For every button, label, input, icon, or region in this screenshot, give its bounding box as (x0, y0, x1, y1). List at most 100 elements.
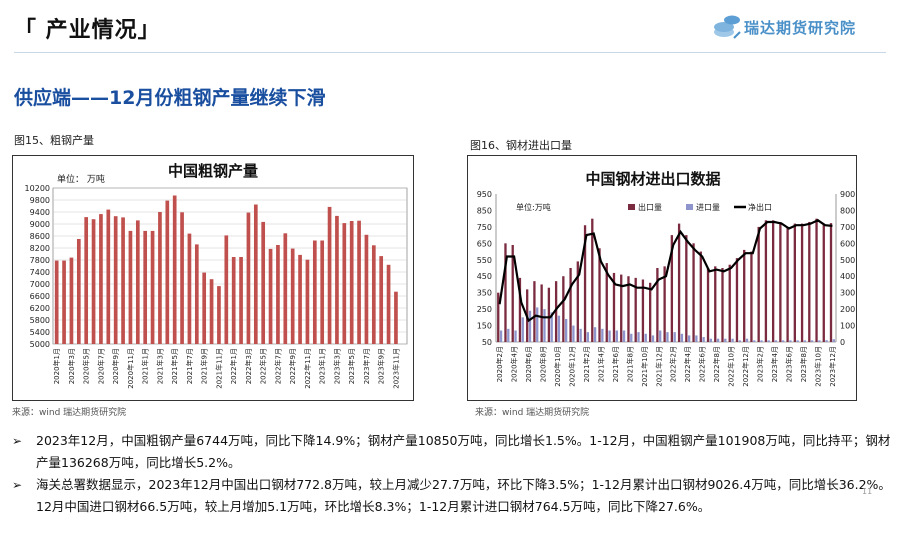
x-tick-label: 2020年1月 (52, 348, 61, 384)
import-bar (753, 340, 756, 342)
right-tick-label: 500 (840, 256, 855, 265)
legend-swatch (686, 204, 693, 210)
bar (54, 260, 59, 344)
bar (327, 206, 332, 344)
y-tick-label: 8600 (30, 232, 50, 241)
left-tick-label: 450 (477, 272, 492, 281)
import-bar (579, 328, 582, 342)
y-tick-label: 7800 (30, 256, 50, 265)
x-tick-label: 2020年4月 (510, 346, 519, 382)
export-bar (612, 272, 616, 342)
x-tick-label: 2020年11月 (126, 348, 135, 389)
y-tick-label: 9400 (30, 208, 50, 217)
import-bar (666, 332, 669, 342)
bar (143, 230, 148, 344)
x-tick-label: 2023年2月 (756, 346, 765, 382)
import-bar (536, 307, 539, 342)
right-tick-label: 0 (840, 338, 845, 347)
net-export-line (498, 219, 833, 323)
x-tick-label: 2021年5月 (170, 348, 179, 384)
import-bar (601, 328, 604, 342)
bar (276, 245, 280, 344)
import-bar (586, 332, 590, 342)
export-bar (714, 266, 717, 342)
export-bar (735, 258, 739, 342)
bar (76, 239, 81, 344)
import-bar (550, 312, 553, 342)
export-bar (504, 243, 507, 342)
right-tick-label: 600 (840, 239, 855, 248)
x-tick-label: 2022年11月 (303, 348, 312, 389)
y-tick-label: 6600 (30, 292, 50, 301)
figure-15-caption: 图15、粗钢产量 (14, 134, 94, 147)
export-bar (670, 235, 674, 342)
import-bar (572, 325, 575, 342)
plot-frame (52, 187, 408, 345)
x-tick-label: 2022年9月 (288, 348, 297, 384)
import-bar (745, 338, 749, 342)
bar (91, 219, 96, 344)
export-bar (829, 223, 833, 342)
export-bar (757, 226, 760, 342)
x-tick-label: 2020年3月 (67, 348, 76, 384)
legend-label: 进口量 (696, 203, 720, 212)
export-bar (808, 221, 811, 342)
import-bar (716, 338, 720, 342)
export-bar (815, 218, 818, 342)
import-bar (507, 328, 510, 342)
x-tick-label: 2023年11月 (391, 348, 400, 389)
x-tick-label: 2020年12月 (567, 346, 576, 387)
bar (158, 212, 162, 344)
x-tick-label: 2021年10月 (640, 346, 649, 387)
bar (128, 230, 133, 344)
import-bar (810, 340, 814, 342)
right-tick-label: 800 (840, 206, 855, 215)
bar (268, 248, 273, 344)
bar (69, 257, 74, 344)
left-tick-label: 150 (477, 322, 492, 331)
y-tick-label: 10200 (25, 184, 50, 193)
bar (261, 221, 266, 344)
export-bar (591, 218, 594, 342)
x-tick-label: 2022年5月 (259, 348, 268, 384)
left-tick-label: 550 (477, 256, 492, 265)
bar (283, 233, 288, 344)
export-bar (562, 276, 565, 342)
export-bar (822, 223, 825, 342)
export-bar (634, 277, 637, 342)
export-bar (533, 281, 536, 342)
import-bar (702, 337, 705, 342)
import-bar (659, 330, 662, 342)
page-number: 11 (862, 487, 873, 496)
bar (394, 291, 398, 344)
x-tick-label: 2022年1月 (229, 348, 238, 384)
import-bar (738, 340, 741, 342)
bar (194, 244, 199, 344)
bar (121, 217, 125, 344)
bullet-item: ➢ 2023年12月，中国粗钢产量6744万吨，同比下降14.9%；钢材产量10… (12, 430, 896, 474)
bar (187, 233, 192, 344)
left-tick-label: 250 (477, 305, 492, 314)
page-subtitle: 供应端——12月份粗钢产量继续下滑 (14, 87, 326, 109)
right-tick-label: 900 (840, 190, 855, 199)
bar (150, 230, 155, 344)
export-bar (583, 225, 587, 342)
x-tick-label: 2022年4月 (683, 346, 692, 382)
import-bar (709, 338, 713, 342)
x-tick-label: 2021年7月 (185, 348, 194, 384)
bar (320, 240, 325, 344)
import-bar (593, 327, 597, 342)
bar (357, 220, 361, 344)
x-tick-label: 2023年12月 (828, 346, 837, 387)
import-bar (557, 315, 561, 342)
import-bar (731, 338, 734, 342)
x-tick-label: 2020年7月 (96, 348, 105, 384)
left-tick-label: 950 (477, 190, 492, 199)
left-tick-label: 850 (477, 206, 492, 215)
bar (379, 256, 384, 344)
export-bar (800, 223, 804, 342)
import-bar (608, 330, 611, 342)
x-tick-label: 2021年8月 (625, 346, 634, 382)
left-tick-label: 350 (477, 289, 492, 298)
export-bar (627, 276, 630, 342)
